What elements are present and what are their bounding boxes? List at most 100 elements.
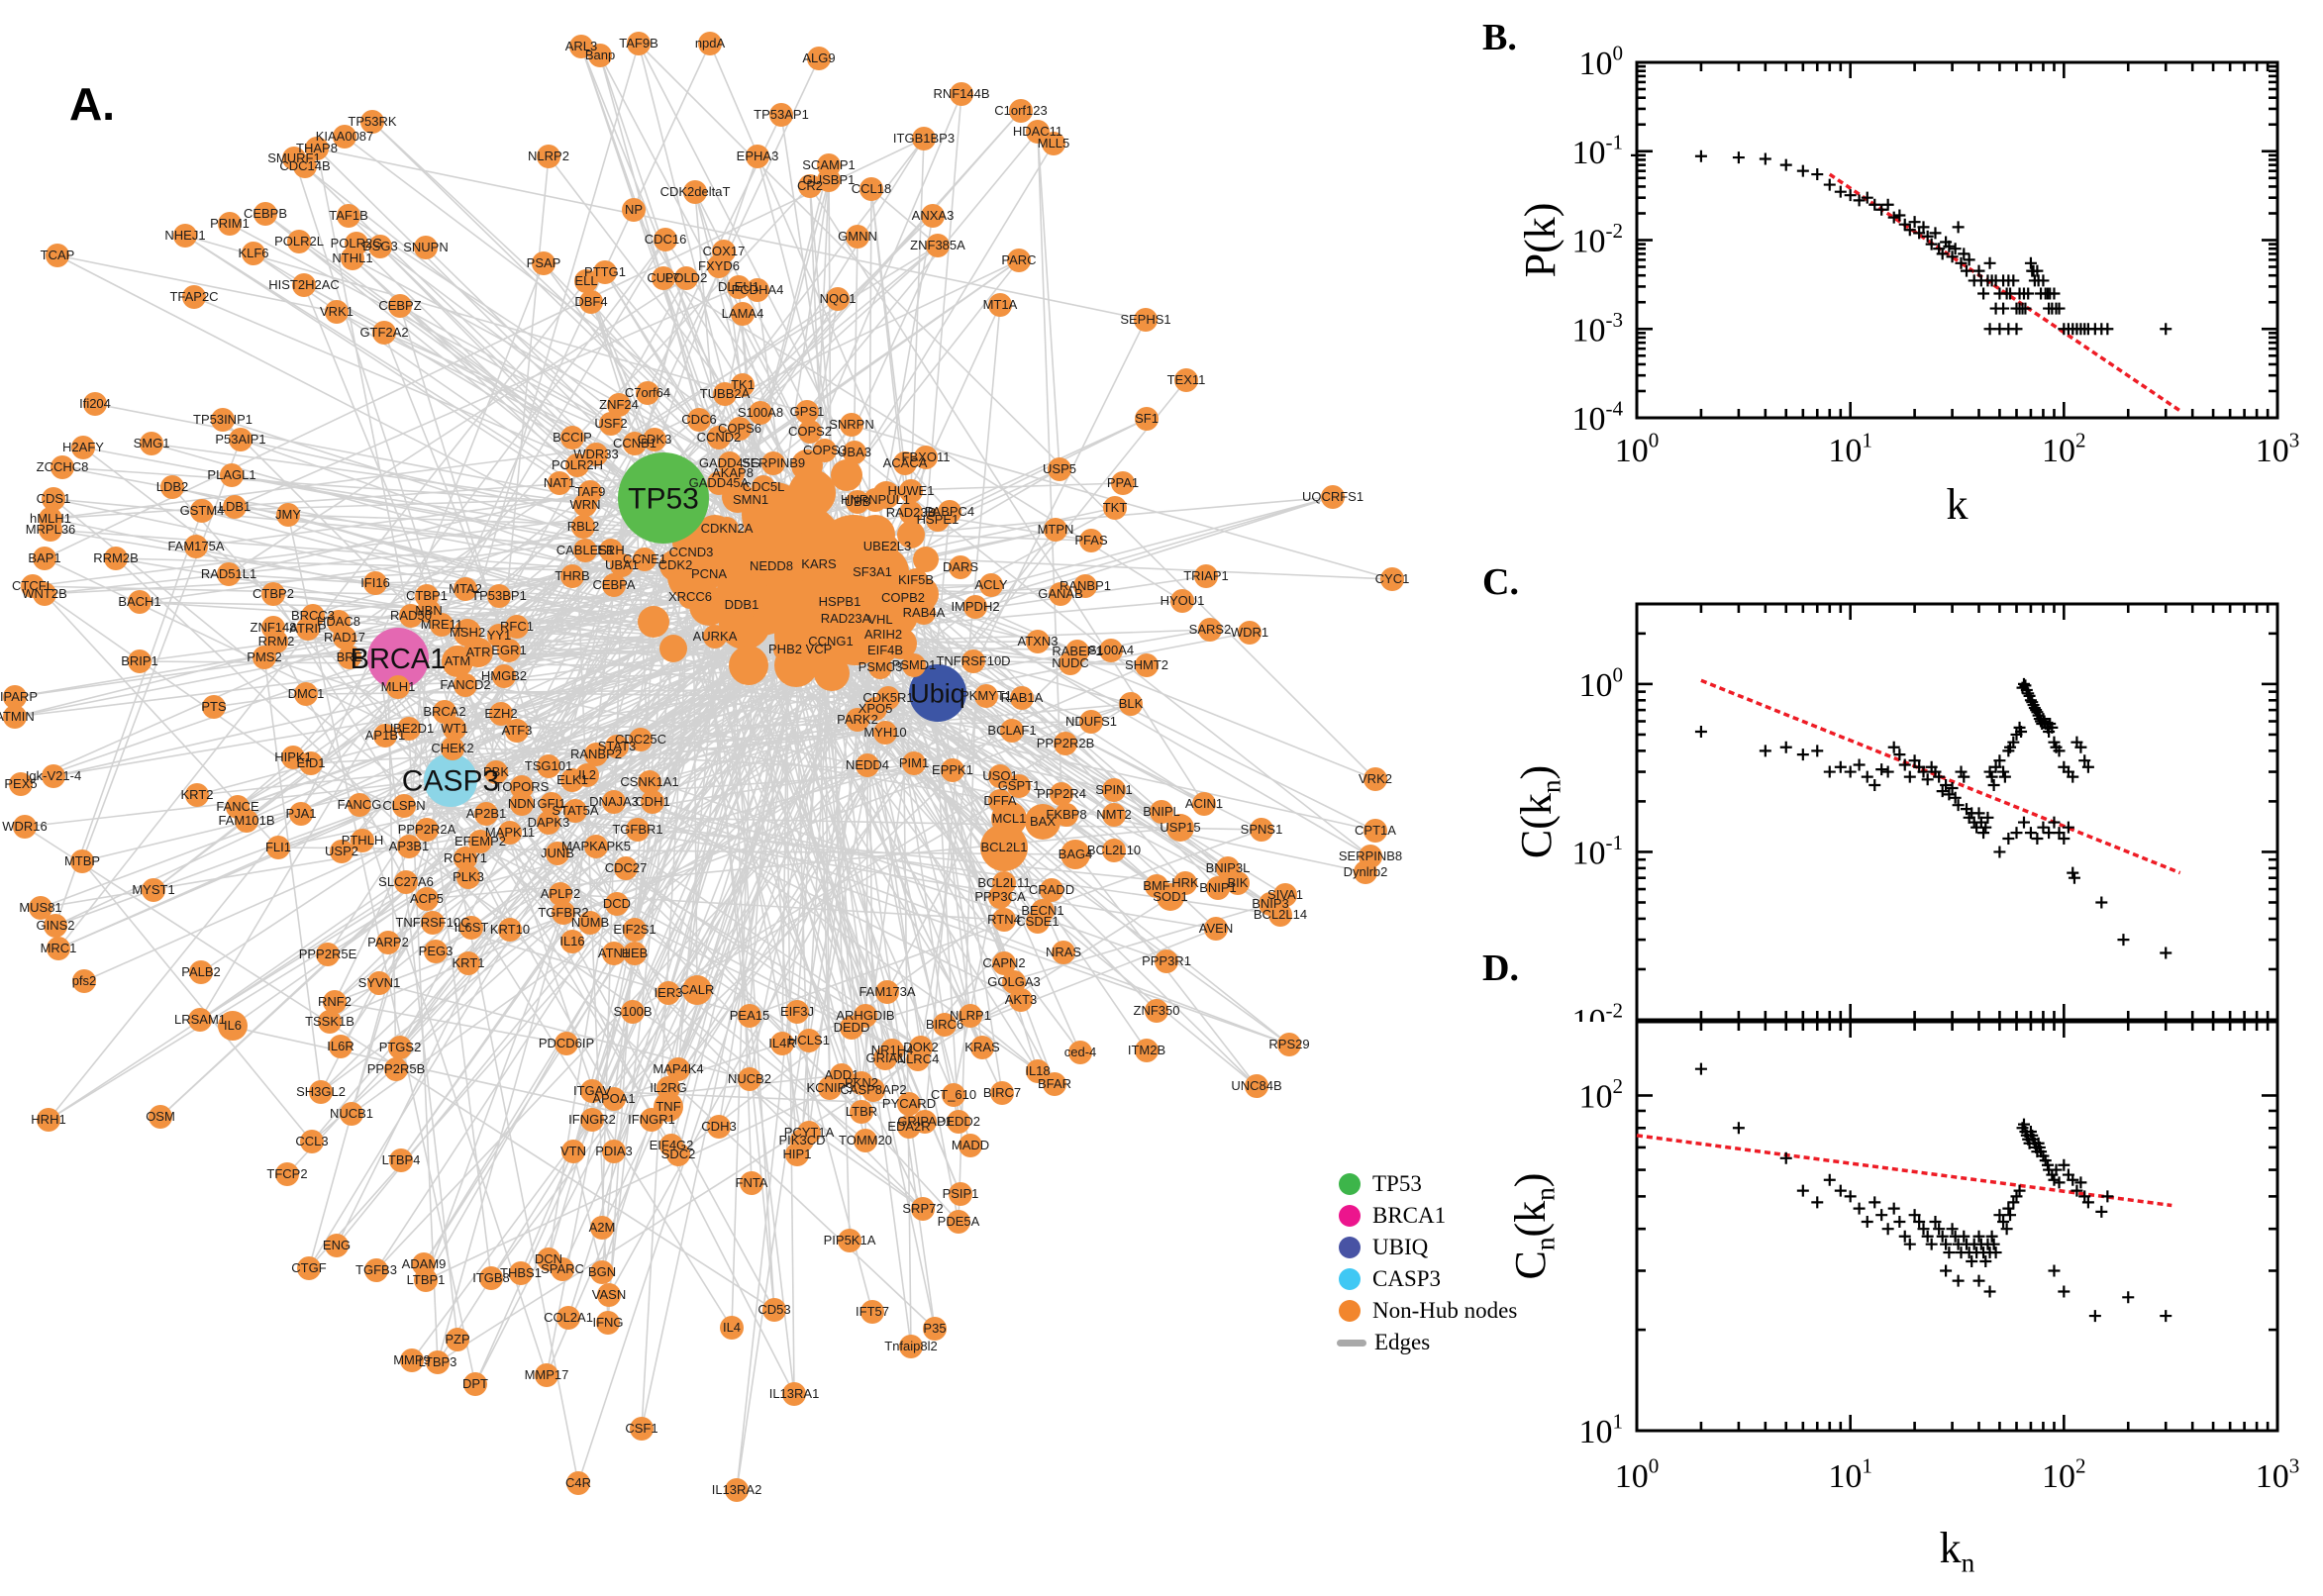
network-node-label: NUCB2 [728, 1071, 771, 1086]
network-node [726, 589, 758, 621]
network-node-label: MYST1 [132, 882, 174, 897]
network-node-label: IL6R [327, 1039, 354, 1053]
edge [516, 641, 1039, 732]
network-node [1043, 1072, 1066, 1096]
network-node [1155, 949, 1178, 973]
network-node [1010, 686, 1034, 710]
scatter-point [1933, 1223, 1946, 1236]
scatter-point [1898, 1230, 1911, 1243]
network-node-label: KIAA0087 [316, 129, 374, 144]
network-node [189, 960, 213, 984]
network-node-label: TNFRSF10D [936, 653, 1010, 668]
scatter-point [2053, 745, 2066, 757]
network-node-label: RAB4A [903, 605, 946, 620]
network-node [926, 508, 950, 532]
network-node-label: PCNA [691, 566, 727, 581]
network-node [785, 1143, 809, 1166]
cluster-blob [659, 635, 687, 662]
network-node [623, 918, 647, 942]
network-node-label: Dynlrb2 [1344, 864, 1388, 879]
network-node [1250, 818, 1273, 842]
network-node-label: CABLES1 [556, 543, 615, 557]
network-node [565, 453, 589, 477]
network-node [769, 103, 793, 127]
network-node [235, 809, 258, 833]
network-node-label: PEX5 [4, 776, 37, 791]
scatter-point [2038, 715, 2051, 728]
network-node-label: IL6ST [454, 920, 489, 935]
cluster-blob [897, 521, 925, 549]
network-node [1119, 692, 1143, 716]
network-node-label: RNF2 [318, 994, 352, 1009]
network-node-label: MLL5 [1038, 136, 1070, 150]
network-node-label: LAMA4 [722, 306, 764, 321]
network-node [580, 1108, 604, 1132]
scatter-point [1987, 1238, 2000, 1250]
network-node [388, 1036, 412, 1059]
network-node [299, 751, 323, 775]
network-node [537, 811, 560, 835]
network-node [1135, 407, 1159, 431]
network-node-label: VRK2 [1359, 771, 1392, 786]
network-node-label: POLR2G [331, 236, 383, 250]
network-node-label: MRPL36 [26, 522, 76, 537]
network-node [1134, 308, 1158, 332]
network-node [588, 44, 612, 67]
network-node [843, 441, 866, 464]
network-node [1150, 800, 1173, 824]
network-node [1102, 778, 1126, 802]
axes-box [1635, 60, 2279, 420]
network-node-label: CDC25C [615, 732, 666, 747]
network-node-label: EDA2R [887, 1119, 930, 1134]
network-node [384, 1057, 408, 1081]
scatter-point [1868, 1196, 1881, 1209]
network-node [229, 428, 252, 451]
scatter-point [1887, 211, 1900, 224]
network-node-label: APLP2 [541, 886, 580, 901]
edge [228, 277, 687, 575]
network-node-label: BCL2L11 [977, 875, 1030, 890]
network-node-label: NQO1 [820, 291, 857, 306]
network-node [731, 302, 755, 326]
network-node-label: COX17 [703, 244, 746, 258]
network-node [605, 892, 629, 916]
network-node-label: NDN [508, 796, 536, 811]
network-node [679, 541, 703, 564]
network-node [287, 230, 311, 253]
network-node [949, 555, 972, 579]
legend-label: UBIQ [1372, 1235, 1429, 1259]
network-node [497, 639, 521, 662]
network-node-label: PEA15 [730, 1008, 769, 1023]
scatter-point [1868, 198, 1881, 211]
edge [572, 581, 753, 1152]
network-node-label: CTBP1 [406, 588, 448, 603]
network-node-label: PKMYT1 [960, 688, 1012, 703]
network-node [3, 705, 27, 729]
scatter-point [2160, 323, 2172, 336]
scatter-point [2002, 1202, 2015, 1215]
network-node [579, 290, 603, 314]
network-node [345, 232, 368, 255]
network-node [173, 224, 197, 248]
network-node [282, 147, 306, 170]
network-node-label: C7orf64 [625, 385, 670, 400]
network-node-label: NLRC4 [897, 1051, 940, 1066]
network-node [1277, 1033, 1301, 1056]
network-node [573, 493, 597, 517]
network-node-label: EPHA3 [737, 149, 779, 163]
network-node [959, 1004, 982, 1028]
network-node [33, 582, 56, 606]
scatter-point [1893, 1216, 1906, 1229]
scatter-point [1908, 216, 1921, 229]
network-node [1025, 804, 1060, 840]
network-node [698, 32, 722, 55]
scatter-point [1887, 741, 1900, 753]
edge [886, 853, 1076, 993]
network-node-label: KRT10 [490, 922, 530, 937]
network-node [773, 638, 797, 661]
network-node [623, 942, 647, 965]
node-circle-icon [1339, 1237, 1361, 1258]
scatter-point [2070, 1184, 2083, 1197]
network-node [1044, 518, 1067, 542]
network-node-label: TUBB2A [700, 386, 751, 401]
